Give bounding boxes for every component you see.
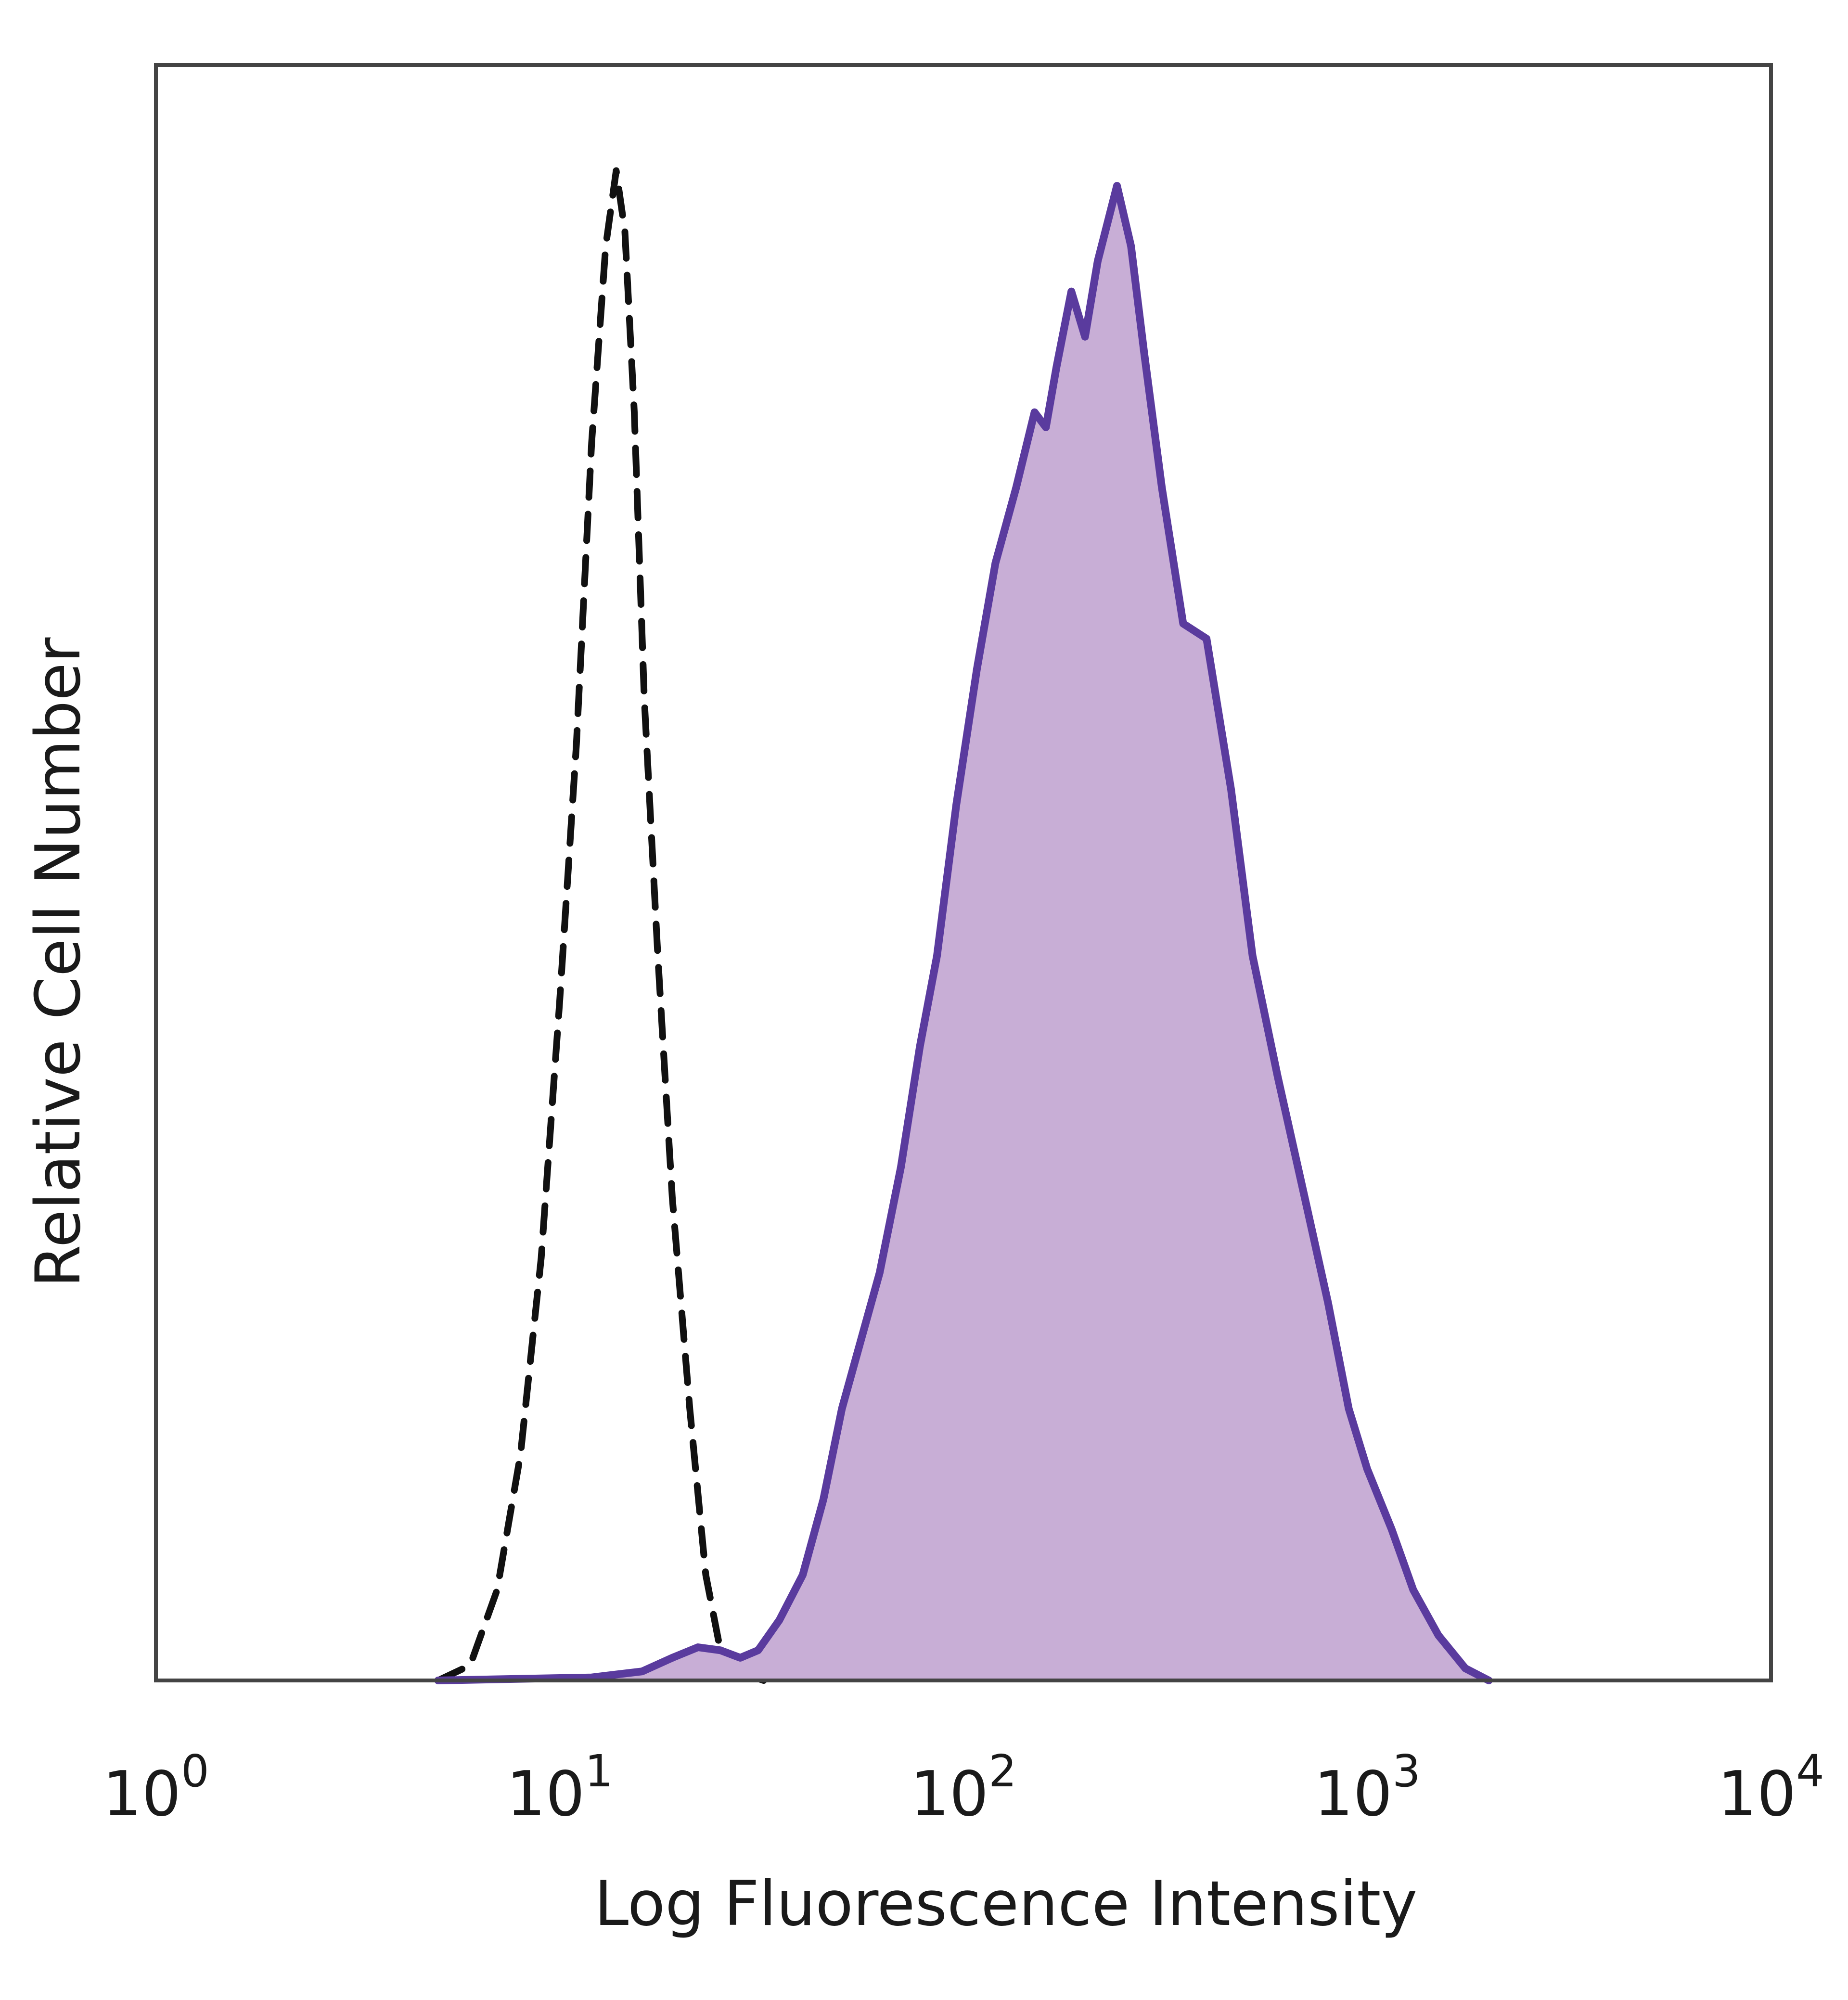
- series-2-line: [434, 182, 1493, 1684]
- x-tick-label: 102: [910, 1745, 1016, 1830]
- x-tick-label: 104: [1718, 1745, 1824, 1830]
- plot-frame: [154, 63, 1773, 1682]
- series-layer: [434, 167, 1493, 1684]
- series-1-line: [435, 167, 767, 1684]
- x-axis-title: Log Fluorescence Intensity: [594, 1868, 1417, 1940]
- y-axis-title: Relative Cell Number: [23, 637, 94, 1287]
- x-tick-label: 101: [506, 1745, 613, 1830]
- x-tick-labels: 100 101 102 103 104: [103, 1745, 1824, 1830]
- x-tick-label: 100: [103, 1745, 209, 1830]
- series-2-area: [438, 186, 1489, 1680]
- x-tick-label: 103: [1314, 1745, 1420, 1830]
